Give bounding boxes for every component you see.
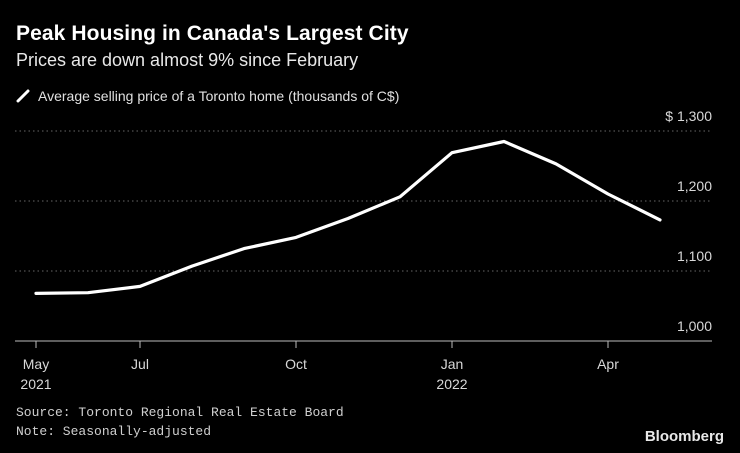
y-tick-label: 1,100 <box>677 248 712 264</box>
legend: Average selling price of a Toronto home … <box>16 88 399 104</box>
y-tick-label: 1,200 <box>677 178 712 194</box>
x-tick-label: Oct <box>285 356 307 372</box>
y-tick-label: 1,000 <box>677 318 712 334</box>
chart-title: Peak Housing in Canada's Largest City <box>16 22 409 45</box>
x-tick-label: May <box>23 356 49 372</box>
x-tick-label: Apr <box>597 356 619 372</box>
source-note: Source: Toronto Regional Real Estate Boa… <box>16 405 344 420</box>
y-tick-label: $ 1,300 <box>665 108 712 124</box>
legend-label: Average selling price of a Toronto home … <box>38 88 400 104</box>
x-tick-label: Jan <box>441 356 464 372</box>
legend-line-icon <box>16 89 30 103</box>
x-tick-label: Jul <box>131 356 149 372</box>
x-tick-year-label: 2021 <box>20 376 51 392</box>
chart-subtitle: Prices are down almost 9% since February <box>16 50 359 70</box>
x-tick-year-label: 2022 <box>436 376 467 392</box>
line-chart: $ 1,300 1,200 1,100 1,000 May 2021 Jul Oct Jan 20… <box>15 108 712 392</box>
bloomberg-logo: Bloomberg <box>644 428 724 445</box>
footnote: Note: Seasonally-adjusted <box>16 424 212 439</box>
